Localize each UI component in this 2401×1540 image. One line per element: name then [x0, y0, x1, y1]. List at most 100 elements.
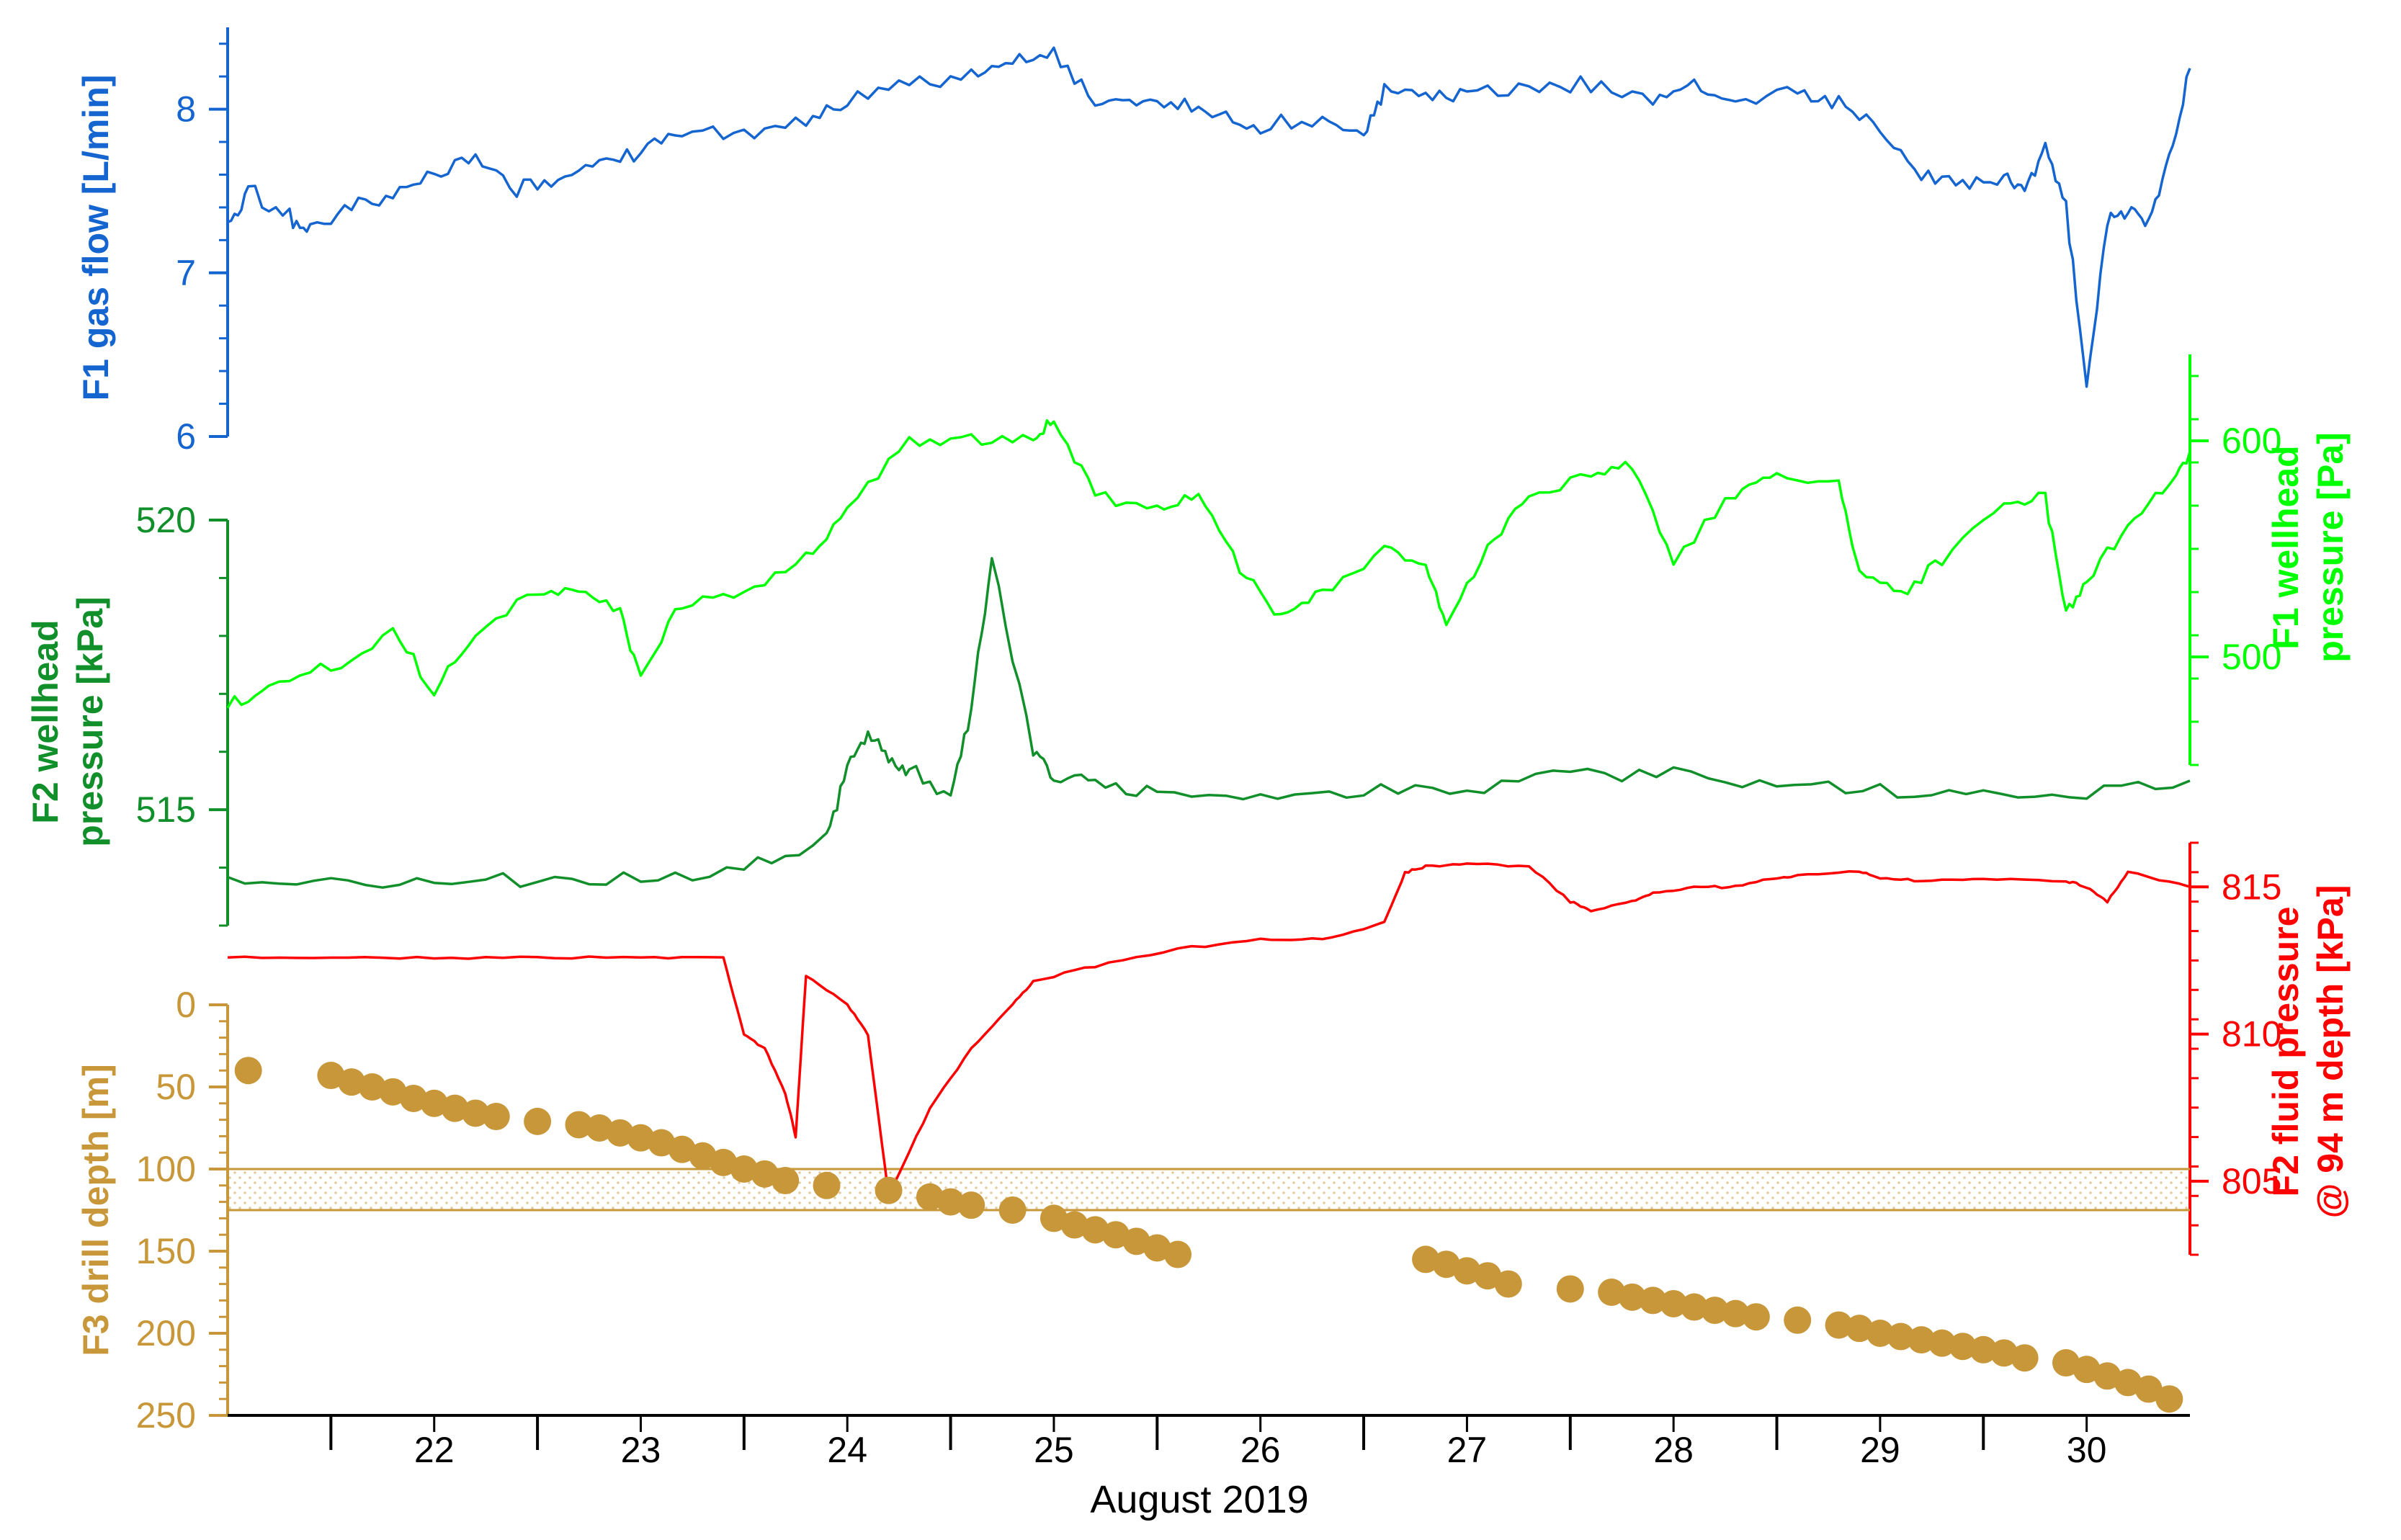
target-band-fill: [228, 1169, 2190, 1210]
flow-tick-label: 8: [176, 89, 196, 130]
drill-depth-point: [1990, 1339, 2018, 1367]
drill-depth-point: [1680, 1293, 1708, 1321]
drill-depth-point: [441, 1094, 469, 1122]
x-tick-label: 23: [621, 1430, 661, 1470]
drill-depth-point: [1639, 1286, 1667, 1315]
drill-depth-point: [1660, 1289, 1688, 1317]
drill-depth-point: [524, 1107, 552, 1135]
x-axis-title: August 2019: [1090, 1478, 1308, 1521]
f1-gas-flow-line: [227, 46, 2191, 388]
drill-depth-point: [751, 1160, 779, 1188]
flow-tick-label: 7: [176, 253, 196, 293]
drill-depth-point: [1039, 1204, 1068, 1232]
drill-depth-point: [482, 1103, 510, 1131]
f3_depth-tick-label: 100: [136, 1149, 196, 1189]
f3_depth-tick-label: 50: [156, 1067, 196, 1107]
f2_wellhead-tick-label: 515: [136, 789, 196, 830]
drill-depth-point: [1163, 1240, 1191, 1268]
drill-depth-point: [1618, 1283, 1646, 1311]
flow-axis-title: F1 gas flow [L/min]: [76, 75, 116, 401]
drill-depth-point: [338, 1068, 366, 1096]
x-tick-label: 26: [1240, 1430, 1281, 1470]
drill-depth-point: [1598, 1279, 1626, 1306]
drill-depth-point: [1887, 1322, 1915, 1351]
drill-depth-point: [1784, 1306, 1812, 1334]
f2_fluid-tick-label: 810: [2222, 1014, 2281, 1055]
series-group: [226, 46, 2191, 1413]
f2-fluid-pressure-line: [227, 862, 2191, 1198]
drill-depth-point: [462, 1099, 490, 1127]
drill-depth-point: [916, 1183, 944, 1211]
drill-depth-point: [730, 1155, 758, 1183]
drill-depth-point: [1101, 1221, 1130, 1249]
f3_depth-tick-label: 150: [136, 1231, 196, 1271]
drill-depth-point: [317, 1062, 345, 1090]
drill-depth-point: [1701, 1297, 1729, 1325]
f3_depth-tick-label: 200: [136, 1313, 196, 1353]
f2-wellhead-axis-title-line1: F2 wellhead: [25, 619, 66, 823]
drill-depth-point: [1060, 1211, 1088, 1239]
drill-depth-point: [586, 1114, 614, 1142]
drill-depth-point: [772, 1166, 800, 1194]
drill-depth-point: [1453, 1257, 1481, 1285]
f2-wellhead-axis-title-line2: pressure [kPa]: [70, 596, 110, 846]
ticks-group: 6 7 8 500 600 515 520 805 810 815 0 50 100 150 200 250 2…: [136, 42, 2281, 1470]
drill-depth-point: [2011, 1344, 2039, 1372]
drill-depth-point: [358, 1073, 386, 1101]
drill-depth-point: [1474, 1262, 1502, 1290]
f1-wellhead-axis-title: F1 wellhead pressure [Pa]: [2266, 432, 2351, 663]
drill-depth-point: [379, 1078, 407, 1106]
drill-depth-point: [998, 1196, 1027, 1224]
f1-wellhead-axis-title-line2: pressure [Pa]: [2310, 432, 2351, 663]
drill-depth-point: [1846, 1315, 1874, 1343]
x-tick-label: 30: [2067, 1430, 2107, 1470]
x-tick-label: 22: [414, 1430, 455, 1470]
f3_depth-tick-label: 250: [136, 1395, 196, 1436]
drill-depth-point: [2114, 1369, 2142, 1397]
f2_fluid-tick-label: 815: [2222, 867, 2281, 907]
drill-depth-point: [1081, 1216, 1109, 1244]
drill-depth-point: [813, 1171, 841, 1199]
x-tick-label: 27: [1447, 1430, 1488, 1470]
drill-depth-point: [234, 1057, 262, 1085]
drill-depth-point: [875, 1176, 903, 1204]
f2-fluid-axis-title: F2 fluid pressure @ 94 m depth [kPa]: [2266, 885, 2351, 1219]
drill-depth-point: [936, 1188, 965, 1216]
flow-tick-label: 6: [176, 416, 196, 457]
drill-depth-point: [1908, 1326, 1936, 1354]
f2_wellhead-tick-label: 520: [136, 500, 196, 540]
drill-depth-point: [400, 1084, 428, 1112]
drill-depth-point: [1928, 1329, 1956, 1357]
drill-depth-point: [1949, 1333, 1977, 1361]
f1_wellhead-tick-label: 600: [2222, 421, 2281, 461]
drill-depth-point: [2052, 1349, 2080, 1377]
f2-fluid-axis-title-line2: @ 94 m depth [kPa]: [2310, 885, 2351, 1219]
drill-depth-point: [1122, 1227, 1150, 1255]
drill-depth-point: [1556, 1275, 1584, 1303]
drill-depth-point: [1866, 1320, 1894, 1347]
f1-wellhead-axis-title-line1: F1 wellhead: [2266, 445, 2306, 649]
drill-depth-point: [565, 1111, 593, 1139]
drill-depth-point: [1722, 1299, 1750, 1328]
drill-depth-point: [1143, 1234, 1171, 1262]
depth-axis-title: F3 drill depth [m]: [76, 1064, 116, 1356]
drill-depth-point: [1742, 1303, 1770, 1331]
f3_depth-tick-label: 0: [176, 985, 196, 1025]
drill-depth-point: [648, 1129, 676, 1157]
drill-depth-point: [1969, 1335, 1998, 1364]
drill-depth-point: [1432, 1250, 1460, 1279]
drill-depth-point: [668, 1135, 696, 1163]
drill-depth-point: [420, 1089, 448, 1117]
drill-depth-point: [957, 1191, 985, 1219]
drill-depth-point: [627, 1124, 655, 1152]
x-tick-label: 25: [1034, 1430, 1074, 1470]
drill-depth-point: [1412, 1245, 1440, 1273]
drill-depth-point: [2093, 1362, 2121, 1390]
f2-wellhead-pressure-line: [227, 557, 2191, 889]
f1-wellhead-pressure-line: [226, 418, 2191, 709]
drill-depth-point: [2073, 1356, 2101, 1384]
f2_fluid-tick-label: 805: [2222, 1161, 2281, 1201]
target-depth-band: [228, 1168, 2190, 1212]
x-tick-label: 28: [1653, 1430, 1694, 1470]
